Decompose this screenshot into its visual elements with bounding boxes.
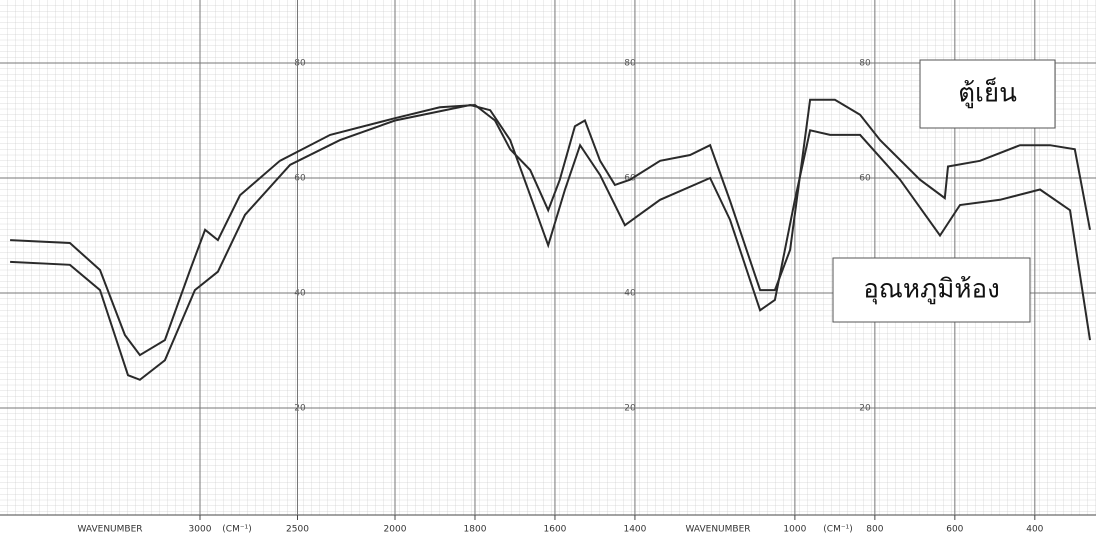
- y-tick-label: 20: [624, 404, 636, 414]
- x-axis-unit: (CM⁻¹): [222, 525, 251, 535]
- y-tick-label: 80: [294, 59, 306, 69]
- spectrum-line: [10, 103, 1091, 381]
- legend-label: อุณหภูมิห้อง: [863, 275, 1000, 305]
- x-tick-label: 800: [866, 525, 883, 535]
- y-tick-label: 20: [859, 404, 871, 414]
- legend-box: [919, 59, 1056, 129]
- legend-box: [832, 257, 1031, 323]
- y-tick-label: 80: [859, 59, 871, 69]
- legend-label: ตู้เย็น: [958, 77, 1017, 109]
- y-tick-label: 40: [624, 289, 636, 299]
- x-tick-label: 600: [946, 525, 963, 535]
- y-tick-label: 60: [859, 174, 871, 184]
- x-axis-label: WAVENUMBER: [685, 525, 750, 535]
- y-tick-label: 60: [294, 174, 306, 184]
- y-tick-label: 80: [624, 59, 636, 69]
- plot-area: [10, 98, 1091, 381]
- x-tick-label: 1000: [783, 525, 806, 535]
- spectrum-line: [10, 98, 1091, 357]
- y-tick-label: 20: [294, 404, 306, 414]
- x-axis-unit: (CM⁻¹): [823, 525, 852, 535]
- x-tick-label: 2000: [384, 525, 407, 535]
- x-tick-label: 400: [1026, 525, 1043, 535]
- y-tick-label: 40: [294, 289, 306, 299]
- x-tick-label: 3000: [189, 525, 212, 535]
- x-tick-label: 2500: [286, 525, 309, 535]
- x-tick-label: 1600: [544, 525, 567, 535]
- x-tick-label: 1400: [623, 525, 646, 535]
- x-tick-label: 1800: [464, 525, 487, 535]
- x-axis-label: WAVENUMBER: [77, 525, 142, 535]
